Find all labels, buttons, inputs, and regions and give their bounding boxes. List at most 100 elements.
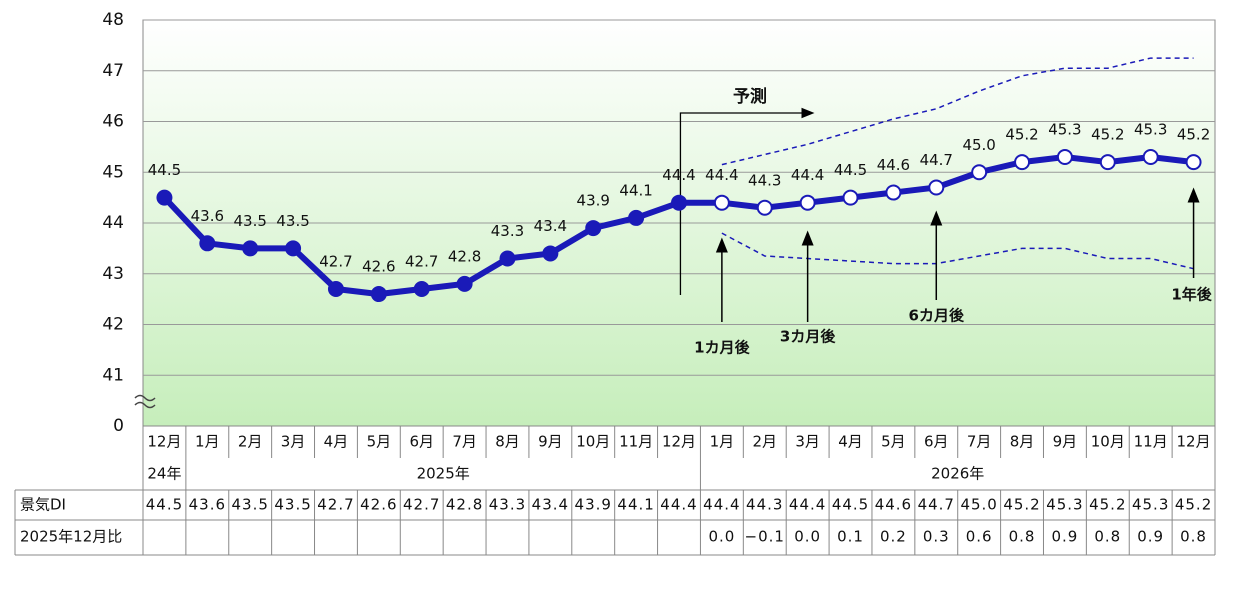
data-label: 45.0 bbox=[962, 136, 995, 154]
y-tick-label: 45 bbox=[102, 162, 124, 182]
point bbox=[199, 235, 216, 252]
table-cell: 43.9 bbox=[575, 496, 612, 514]
table-cell: 43.4 bbox=[532, 496, 569, 514]
x-tick-label: 5月 bbox=[367, 433, 392, 451]
x-tick-label: 11月 bbox=[1134, 433, 1168, 451]
point bbox=[242, 240, 259, 257]
point bbox=[1099, 154, 1116, 171]
point bbox=[413, 280, 430, 297]
point bbox=[1014, 154, 1031, 171]
data-label: 45.2 bbox=[1177, 126, 1210, 144]
table-cell: 42.6 bbox=[360, 496, 397, 514]
y-tick-label: 42 bbox=[102, 315, 124, 335]
row-label: 2025年12月比 bbox=[20, 528, 122, 546]
x-tick-label: 7月 bbox=[452, 433, 477, 451]
point bbox=[370, 286, 387, 303]
table-cell: 44.6 bbox=[875, 496, 912, 514]
forecast-arrow bbox=[679, 107, 815, 295]
table-cell: 0.2 bbox=[880, 528, 907, 546]
x-tick-label: 12月 bbox=[1177, 433, 1211, 451]
range-line bbox=[721, 232, 1194, 270]
table-cell: 0.8 bbox=[1009, 528, 1036, 546]
x-tick-label: 1月 bbox=[710, 433, 735, 451]
data-label: 44.4 bbox=[705, 166, 738, 184]
point bbox=[713, 194, 730, 211]
table-cell: 44.3 bbox=[746, 496, 783, 514]
year-label: 2025年 bbox=[417, 465, 470, 483]
x-tick-label: 1月 bbox=[195, 433, 220, 451]
point bbox=[628, 209, 645, 226]
layer: 41 42 43 44 45 46 47 48 0 24年 2025年 2026年 12月 1月 2月 3月 4… bbox=[14, 10, 1216, 556]
table-cell: 0.8 bbox=[1094, 528, 1121, 546]
table-cell: 43.6 bbox=[189, 496, 226, 514]
x-tick-label: 10月 bbox=[1091, 433, 1125, 451]
range-line bbox=[721, 57, 1194, 166]
table-cell: 45.2 bbox=[1089, 496, 1126, 514]
point bbox=[756, 199, 773, 216]
annotation-label: 3カ月後 bbox=[780, 328, 836, 346]
data-label: 43.5 bbox=[276, 212, 309, 230]
data-label: 43.6 bbox=[191, 207, 224, 225]
x-tick-label: 10月 bbox=[576, 433, 610, 451]
point bbox=[928, 179, 945, 196]
point bbox=[542, 245, 559, 262]
point bbox=[885, 184, 902, 201]
annotation-label: 6カ月後 bbox=[909, 307, 965, 325]
y-tick-label: 48 bbox=[102, 10, 124, 30]
table-cell: 44.4 bbox=[660, 496, 697, 514]
row-label: 景気DI bbox=[20, 496, 66, 514]
point bbox=[285, 240, 302, 257]
x-tick-label: 9月 bbox=[538, 433, 563, 451]
table-cell: 45.0 bbox=[960, 496, 997, 514]
table-cell: 44.5 bbox=[832, 496, 869, 514]
data-label: 43.9 bbox=[577, 192, 610, 210]
table-cell: 0.0 bbox=[794, 528, 821, 546]
x-tick-label: 4月 bbox=[324, 433, 349, 451]
table-cell: 44.7 bbox=[918, 496, 955, 514]
x-tick-label: 3月 bbox=[281, 433, 306, 451]
table-cell: −0.1 bbox=[745, 528, 785, 546]
table-cell: 42.8 bbox=[446, 496, 483, 514]
table-cell: 45.2 bbox=[1003, 496, 1040, 514]
data-label: 45.2 bbox=[1005, 126, 1038, 144]
table-cell: 0.6 bbox=[966, 528, 993, 546]
point bbox=[1056, 149, 1073, 166]
point bbox=[1142, 149, 1159, 166]
annotation-label: 1年後 bbox=[1171, 286, 1212, 304]
table-cell: 0.1 bbox=[837, 528, 864, 546]
x-tick-label: 2月 bbox=[238, 433, 263, 451]
table-cell: 45.3 bbox=[1046, 496, 1083, 514]
data-label: 44.3 bbox=[748, 171, 781, 189]
point bbox=[1185, 154, 1202, 171]
table-cell: 0.0 bbox=[708, 528, 735, 546]
table-cell: 0.3 bbox=[923, 528, 950, 546]
data-label: 42.7 bbox=[405, 252, 438, 270]
forecast-label: 予測 bbox=[733, 86, 767, 107]
data-label: 44.5 bbox=[148, 161, 181, 179]
y-tick-label: 44 bbox=[102, 213, 124, 233]
table-cell: 42.7 bbox=[317, 496, 354, 514]
table-cell: 43.5 bbox=[274, 496, 311, 514]
data-label: 44.4 bbox=[791, 166, 824, 184]
y-tick-label: 41 bbox=[102, 365, 124, 385]
data-label: 44.4 bbox=[662, 166, 695, 184]
x-tick-label: 8月 bbox=[495, 433, 520, 451]
y-tick-label: 46 bbox=[102, 112, 124, 132]
year-label: 24年 bbox=[147, 465, 181, 483]
data-label: 42.6 bbox=[362, 258, 395, 276]
x-tick-label: 4月 bbox=[838, 433, 863, 451]
point bbox=[971, 164, 988, 181]
x-tick-label: 6月 bbox=[924, 433, 949, 451]
data-label: 44.6 bbox=[877, 156, 910, 174]
data-label: 45.3 bbox=[1048, 121, 1081, 139]
data-label: 44.7 bbox=[920, 151, 953, 169]
table-cell: 42.7 bbox=[403, 496, 440, 514]
point bbox=[327, 280, 344, 297]
point bbox=[499, 250, 516, 267]
x-tick-label: 3月 bbox=[795, 433, 820, 451]
year-label: 2026年 bbox=[931, 465, 984, 483]
table-cell: 44.5 bbox=[146, 496, 183, 514]
y-tick-label: 47 bbox=[102, 61, 124, 81]
